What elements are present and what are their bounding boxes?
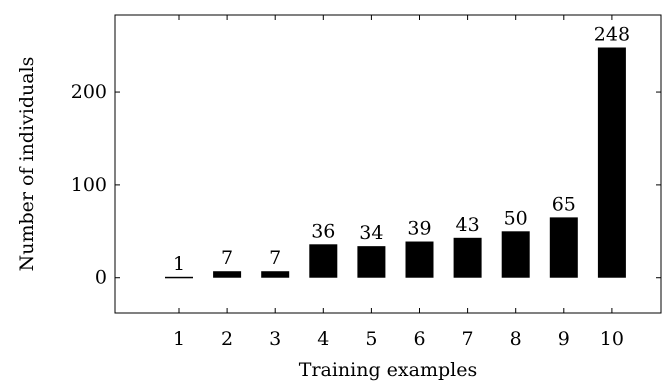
y-axis-label: Number of individuals (16, 57, 38, 272)
y-tick-label: 200 (71, 81, 107, 103)
bar-9 (549, 217, 578, 278)
x-tick-label: 1 (173, 328, 185, 350)
plot-frame (114, 14, 662, 314)
bar-7 (453, 237, 482, 278)
data-label: 248 (594, 23, 630, 45)
y-tick-label: 0 (95, 267, 107, 289)
y-tick-labels: 0 100 200 (71, 81, 107, 289)
bar-8 (501, 231, 530, 278)
x-tick-label: 6 (413, 328, 425, 350)
x-tick-label: 4 (317, 328, 329, 350)
x-tick-label: 3 (269, 328, 281, 350)
x-tick-label: 9 (558, 328, 570, 350)
x-tick-label: 5 (365, 328, 377, 350)
data-label: 34 (359, 222, 383, 244)
data-label: 50 (504, 207, 528, 229)
data-labels: 1 7 7 36 34 39 43 50 65 248 (173, 23, 630, 274)
x-tick-label: 2 (221, 328, 233, 350)
x-tick-labels: 1 2 3 4 5 6 7 8 9 10 (173, 328, 624, 350)
data-label: 7 (221, 247, 233, 269)
x-axis-label: Training examples (299, 359, 477, 381)
bar-1 (165, 276, 193, 279)
y-tick-label: 100 (71, 174, 107, 196)
bar-4 (309, 244, 338, 278)
data-label: 36 (311, 220, 335, 242)
bar-2 (213, 271, 242, 278)
axis-ticks (115, 15, 661, 313)
data-label: 65 (552, 193, 576, 215)
bars (165, 47, 626, 279)
bar-6 (405, 241, 434, 278)
bar-3 (261, 271, 290, 278)
bar-5 (357, 246, 386, 278)
x-tick-label: 8 (510, 328, 522, 350)
data-label: 39 (407, 218, 431, 240)
bar-10 (597, 47, 626, 278)
data-label: 43 (456, 214, 480, 236)
x-tick-label: 10 (600, 328, 624, 350)
data-label: 7 (269, 247, 281, 269)
x-tick-label: 7 (462, 328, 474, 350)
data-label: 1 (173, 253, 185, 275)
